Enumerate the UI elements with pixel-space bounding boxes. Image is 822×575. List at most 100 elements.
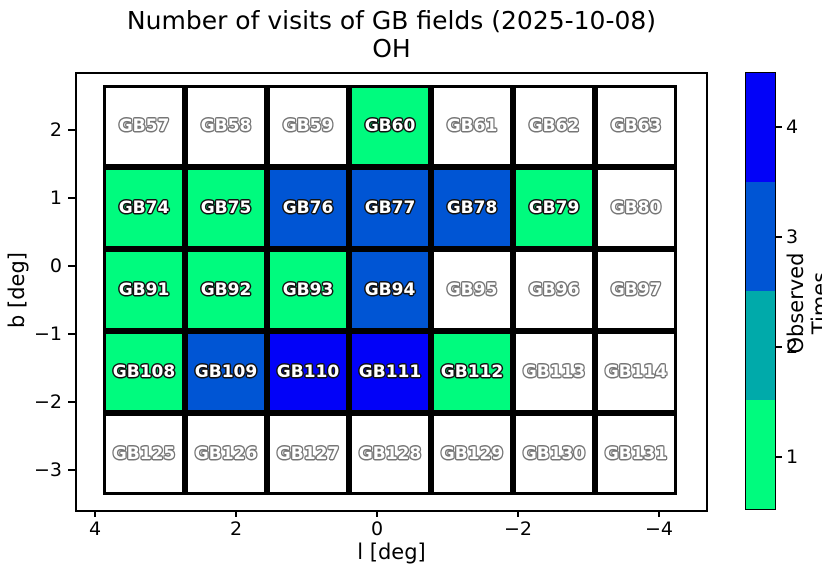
field-cell-gb112: GB112: [431, 331, 513, 413]
colorbar-tick-label: 2: [786, 336, 799, 358]
colorbar-segment: [746, 182, 775, 291]
colorbar-tick-mark: [776, 346, 782, 348]
field-label: GB77: [364, 198, 416, 218]
colorbar-tick-label: 3: [786, 226, 799, 248]
field-label: GB78: [446, 198, 498, 218]
field-label: GB96: [528, 280, 580, 300]
field-label: GB112: [440, 362, 504, 382]
chart-subtitle: OH: [372, 34, 411, 63]
field-cell-gb75: GB75: [185, 167, 267, 249]
field-label: GB129: [440, 444, 504, 464]
field-label: GB97: [610, 280, 662, 300]
field-label: GB58: [200, 116, 252, 136]
y-tick-mark: [68, 333, 75, 335]
field-cell-gb128: GB128: [349, 413, 431, 495]
field-cell-gb111: GB111: [349, 331, 431, 413]
field-cell-gb131: GB131: [595, 413, 677, 495]
field-cell-gb127: GB127: [267, 413, 349, 495]
x-tick-mark: [517, 510, 519, 517]
colorbar-tick-mark: [776, 126, 782, 128]
field-label: GB128: [358, 444, 422, 464]
field-label: GB109: [194, 362, 258, 382]
field-label: GB91: [118, 280, 170, 300]
field-cell-gb57: GB57: [103, 85, 185, 167]
field-cell-gb58: GB58: [185, 85, 267, 167]
field-label: GB130: [522, 444, 586, 464]
chart-title: Number of visits of GB fields (2025-10-0…: [126, 6, 657, 35]
colorbar-tick-label: 4: [786, 116, 799, 138]
colorbar-segment: [746, 291, 775, 400]
field-cell-gb61: GB61: [431, 85, 513, 167]
field-cell-gb91: GB91: [103, 249, 185, 331]
field-label: GB114: [604, 362, 668, 382]
x-axis-label: l [deg]: [357, 540, 426, 564]
y-tick-label: 2: [49, 119, 62, 141]
field-cell-gb95: GB95: [431, 249, 513, 331]
field-cell-gb92: GB92: [185, 249, 267, 331]
field-cell-gb78: GB78: [431, 167, 513, 249]
field-label: GB76: [282, 198, 334, 218]
field-cell-gb77: GB77: [349, 167, 431, 249]
field-cell-gb113: GB113: [513, 331, 595, 413]
field-cell-gb93: GB93: [267, 249, 349, 331]
field-cell-gb62: GB62: [513, 85, 595, 167]
field-cell-gb59: GB59: [267, 85, 349, 167]
y-tick-label: −2: [33, 391, 62, 413]
y-tick-mark: [68, 469, 75, 471]
y-tick-label: 1: [49, 187, 62, 209]
y-tick-mark: [68, 129, 75, 131]
field-cell-gb96: GB96: [513, 249, 595, 331]
colorbar-tick-mark: [776, 456, 782, 458]
field-label: GB93: [282, 280, 334, 300]
field-grid: GB57 GB58 GB59 GB60 GB61 GB62 GB63 GB74 GB75 GB76…: [103, 85, 677, 495]
y-tick-label: −1: [33, 323, 62, 345]
field-cell-gb60: GB60: [349, 85, 431, 167]
field-label: GB63: [610, 116, 662, 136]
field-cell-gb94: GB94: [349, 249, 431, 331]
y-axis-label: b [deg]: [5, 252, 29, 328]
x-tick-label: 0: [370, 518, 384, 540]
colorbar-tick-mark: [776, 236, 782, 238]
field-label: GB92: [200, 280, 252, 300]
field-label: GB125: [112, 444, 176, 464]
x-tick-label: −4: [644, 518, 673, 540]
field-label: GB110: [276, 362, 340, 382]
field-label: GB60: [364, 116, 416, 136]
field-cell-gb125: GB125: [103, 413, 185, 495]
y-tick-label: −3: [33, 459, 62, 481]
field-label: GB111: [358, 362, 422, 382]
x-tick-mark: [658, 510, 660, 517]
field-cell-gb126: GB126: [185, 413, 267, 495]
y-tick-mark: [68, 265, 75, 267]
y-tick-label: 0: [49, 255, 62, 277]
field-label: GB108: [112, 362, 176, 382]
field-label: GB95: [446, 280, 498, 300]
field-cell-gb129: GB129: [431, 413, 513, 495]
colorbar-segment: [746, 400, 775, 509]
field-label: GB131: [604, 444, 668, 464]
field-label: GB94: [364, 280, 416, 300]
x-tick-mark: [94, 510, 96, 517]
field-cell-gb130: GB130: [513, 413, 595, 495]
field-label: GB127: [276, 444, 340, 464]
colorbar-gradient: [745, 72, 776, 510]
field-cell-gb110: GB110: [267, 331, 349, 413]
field-label: GB59: [282, 116, 334, 136]
field-cell-gb76: GB76: [267, 167, 349, 249]
field-label: GB75: [200, 198, 252, 218]
x-tick-label: −2: [503, 518, 532, 540]
colorbar-segment: [746, 73, 775, 182]
colorbar-tick-label: 1: [786, 446, 799, 468]
field-cell-gb97: GB97: [595, 249, 677, 331]
x-tick-mark: [376, 510, 378, 517]
field-label: GB74: [118, 198, 170, 218]
field-cell-gb63: GB63: [595, 85, 677, 167]
field-cell-gb74: GB74: [103, 167, 185, 249]
colorbar-label: Observed Times: [784, 252, 822, 354]
field-label: GB79: [528, 198, 580, 218]
field-label: GB57: [118, 116, 170, 136]
x-tick-label: 2: [229, 518, 243, 540]
x-tick-label: 4: [88, 518, 102, 540]
field-cell-gb80: GB80: [595, 167, 677, 249]
